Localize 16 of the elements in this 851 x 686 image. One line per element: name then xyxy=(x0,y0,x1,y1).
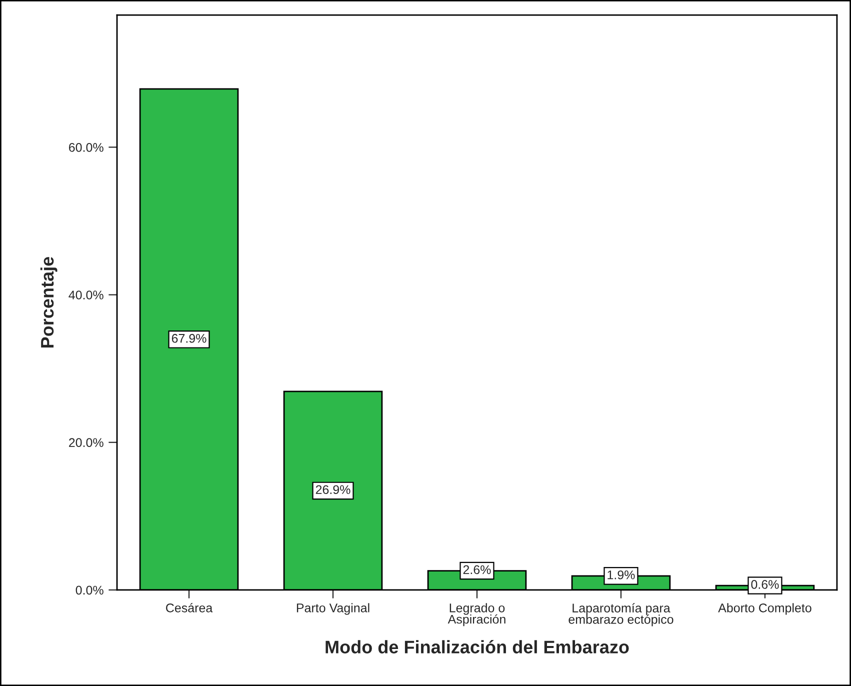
y-tick-label: 0.0% xyxy=(76,586,104,595)
y-tick-label: 20.0% xyxy=(69,438,104,448)
data-label: 67.9% xyxy=(172,334,206,343)
y-tick-label: 40.0% xyxy=(68,290,104,300)
y-tick-label: 60.0% xyxy=(69,142,104,152)
data-label: 1.9% xyxy=(608,570,635,580)
x-tick-label: Legrado o Aspiración xyxy=(448,603,506,626)
x-tick-label: Cesárea xyxy=(166,603,213,612)
x-tick-label: Aborto Completo xyxy=(718,603,812,615)
data-label: 2.6% xyxy=(463,565,491,574)
y-axis-title: Porcentaje xyxy=(40,256,58,348)
x-tick-label: Parto Vaginal xyxy=(296,603,370,615)
x-tick-label: Laparotomía para embarazo ectópico xyxy=(568,603,674,626)
data-label: 0.6% xyxy=(751,580,779,589)
data-label: 26.9% xyxy=(316,485,350,494)
x-axis-title: Modo de Finalización del Embarazo xyxy=(326,640,629,654)
